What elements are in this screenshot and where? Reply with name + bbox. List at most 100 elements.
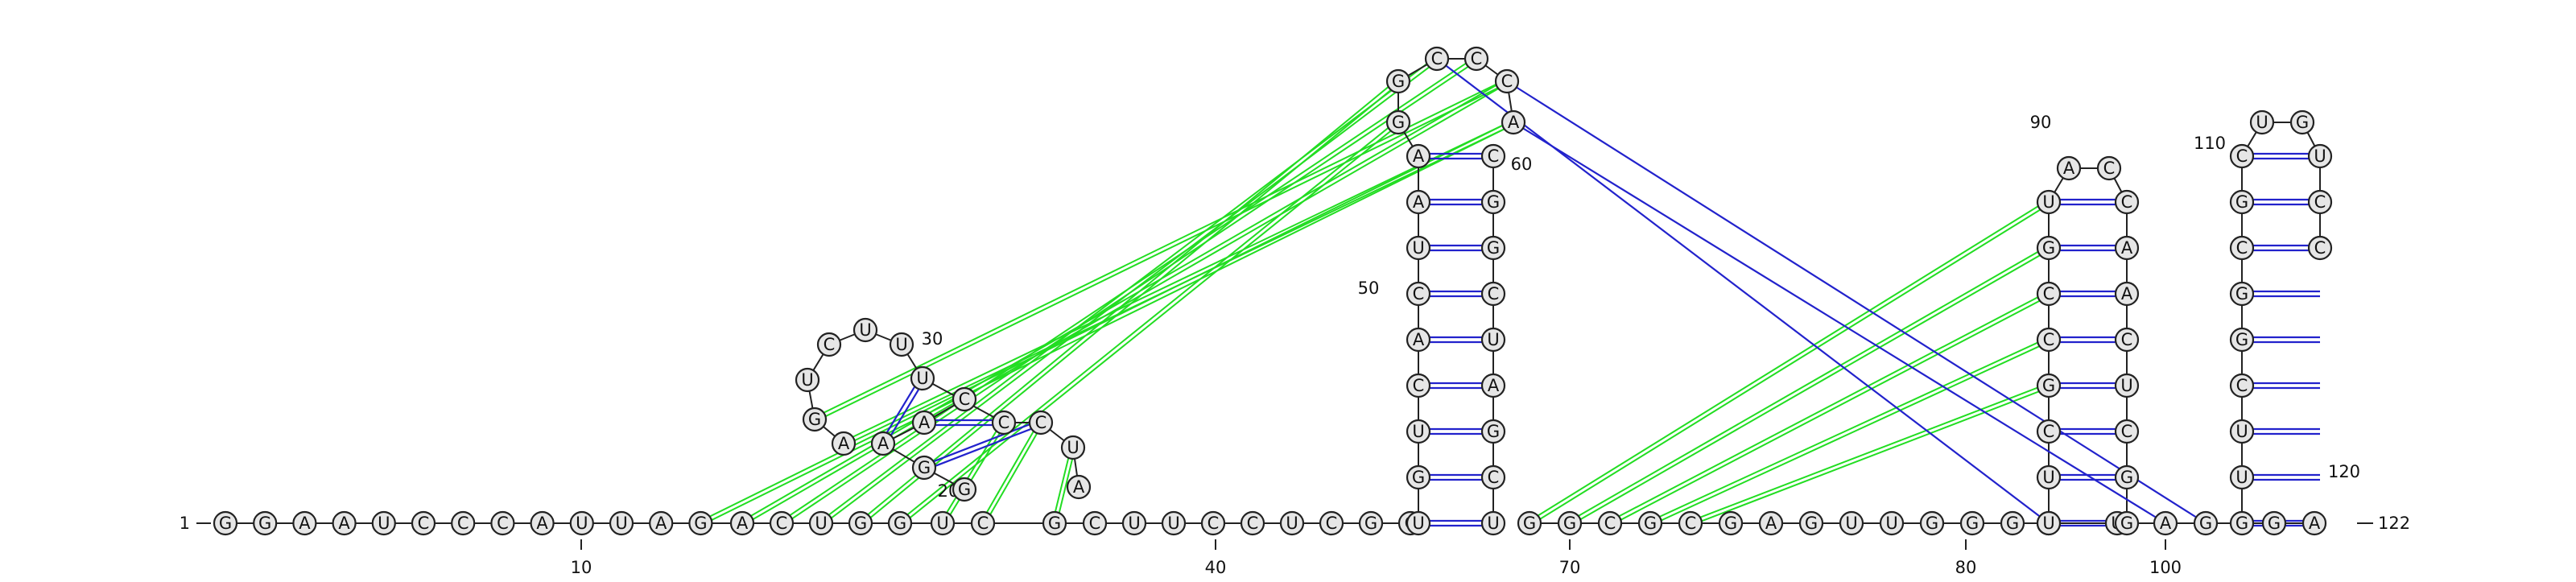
nucleotide: G xyxy=(1557,510,1583,536)
nucleotide-circle xyxy=(1480,143,1506,169)
nucleotide-letter: C xyxy=(998,413,1010,432)
nucleotide-letter: C xyxy=(2236,147,2248,166)
tertiary-link xyxy=(815,82,1509,423)
nucleotide-letter: G xyxy=(854,514,867,533)
nucleotide-letter: C xyxy=(959,390,971,409)
nucleotide-letter: U xyxy=(916,369,928,388)
nucleotide: A xyxy=(1406,327,1431,353)
nucleotide-letter: U xyxy=(801,370,813,390)
nucleotide-circle xyxy=(1406,143,1431,169)
nucleotide-circle xyxy=(1480,373,1506,398)
nucleotide-circle xyxy=(1200,510,1226,536)
nucleotide-circle xyxy=(2229,419,2255,444)
nucleotide-circle xyxy=(911,410,937,435)
tertiary-link xyxy=(1051,447,1072,523)
tertiary-interactions xyxy=(699,56,2050,526)
nucleotide-circle xyxy=(2229,281,2255,307)
nucleotide-letter: G xyxy=(1926,514,1938,533)
nucleotide-letter: C xyxy=(977,514,989,533)
nucleotide-letter: A xyxy=(1488,376,1500,395)
nucleotide: U xyxy=(1406,235,1431,261)
nucleotide: U xyxy=(1060,435,1086,460)
nucleotide-circle xyxy=(1240,510,1265,536)
nucleotide-circle xyxy=(649,510,674,536)
nucleotide-circle xyxy=(2036,373,2062,398)
nucleotide: A xyxy=(2301,510,2327,536)
tertiary-link xyxy=(701,123,1515,526)
nucleotide-letter: C xyxy=(2103,159,2116,178)
nucleotide: U xyxy=(1839,510,1864,536)
nucleotide: G xyxy=(1385,109,1411,135)
nucleotide-circle xyxy=(2036,327,2062,353)
nucleotide: G xyxy=(802,407,828,432)
nucleotide: C xyxy=(2229,143,2255,169)
nucleotide: A xyxy=(2114,235,2140,261)
nucleotide: A xyxy=(1406,143,1431,169)
nucleotide: G xyxy=(1480,189,1506,215)
nucleotide-letter: C xyxy=(1413,376,1425,395)
nucleotide-circle xyxy=(930,510,956,536)
nucleotide-circle xyxy=(1028,410,1054,435)
nucleotide-circle xyxy=(1501,109,1526,135)
tertiary-link xyxy=(1568,245,2049,522)
nucleotide-letter: A xyxy=(536,514,548,533)
nucleotide-circle xyxy=(2307,189,2333,215)
nucleotide-circle xyxy=(2114,464,2140,490)
nucleotide-circle xyxy=(1279,510,1305,536)
nucleotide-circle xyxy=(2036,235,2062,261)
nucleotide-letter: A xyxy=(1413,147,1425,166)
nucleotide-letter: G xyxy=(1364,514,1377,533)
nucleotide: U xyxy=(795,367,820,393)
nucleotide: U xyxy=(2229,419,2255,444)
tertiary-link xyxy=(980,421,1040,523)
nucleotide-letter: A xyxy=(1413,192,1425,212)
position-label: 90 xyxy=(2030,113,2052,132)
nucleotide-letter: U xyxy=(1487,514,1499,533)
nucleotide-circle xyxy=(2056,155,2082,181)
nucleotide: A xyxy=(2153,510,2178,536)
nucleotide: C xyxy=(2036,419,2062,444)
nucleotide-letter: G xyxy=(1392,72,1405,91)
nucleotide-letter: G xyxy=(1487,422,1500,441)
nucleotide-letter: C xyxy=(1089,514,1101,533)
tertiary-link xyxy=(742,82,1509,526)
nucleotide-circle xyxy=(1406,235,1431,261)
long-range-pair xyxy=(1513,122,2166,524)
base-pair-line xyxy=(880,376,922,444)
nucleotide-letter: G xyxy=(1805,514,1818,533)
nucleotide-circle xyxy=(2289,109,2315,135)
nucleotide: G xyxy=(1637,510,1663,536)
nucleotide-letter: U xyxy=(1286,514,1298,533)
base-pair-line xyxy=(923,419,1041,467)
nucleotide-circle xyxy=(2229,327,2255,353)
position-label: 60 xyxy=(1511,155,1533,174)
nucleotide-letter: G xyxy=(1412,468,1425,487)
nucleotide-circle xyxy=(2307,235,2333,261)
nucleotide: G xyxy=(1480,419,1506,444)
nucleotide-circle xyxy=(2114,510,2140,536)
nucleotide-letter: C xyxy=(2314,192,2326,212)
nucleotide-letter: C xyxy=(1488,147,1500,166)
nucleotide: A xyxy=(2114,281,2140,307)
nucleotide-letter: C xyxy=(2121,330,2133,349)
tertiary-link xyxy=(984,423,1044,525)
nucleotide-circle xyxy=(1678,510,1703,536)
tertiary-link xyxy=(1690,386,2050,526)
nucleotide: C xyxy=(2114,189,2140,215)
nucleotide: A xyxy=(2056,155,2082,181)
nucleotide-letter: G xyxy=(958,480,971,499)
tertiary-link xyxy=(1610,295,2050,526)
nucleotide-letter: C xyxy=(1488,468,1500,487)
nucleotide: U xyxy=(1121,510,1147,536)
tertiary-link xyxy=(819,56,1437,522)
nucleotide-letter: C xyxy=(2314,238,2326,258)
nucleotide-letter: U xyxy=(815,514,827,533)
tertiary-link xyxy=(858,79,1398,522)
nucleotide-letter: G xyxy=(2235,284,2248,303)
nucleotide-circle xyxy=(2229,464,2255,490)
tertiary-link xyxy=(898,120,1398,522)
nucleotide-letter: C xyxy=(418,514,430,533)
nucleotide-letter: G xyxy=(2042,376,2055,395)
nucleotide-letter: G xyxy=(1487,238,1500,258)
nucleotide-letter: C xyxy=(2043,330,2055,349)
